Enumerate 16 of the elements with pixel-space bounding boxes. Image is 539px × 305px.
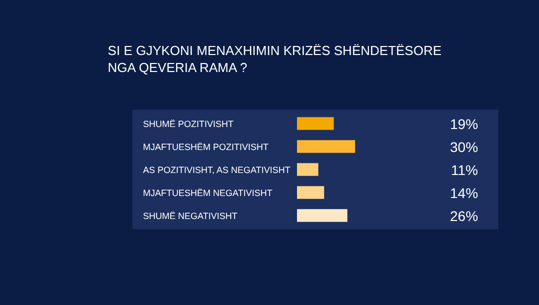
data-label: 11%	[451, 162, 478, 178]
bar	[297, 140, 356, 153]
data-label: 19%	[450, 116, 478, 132]
bar	[297, 117, 334, 130]
bar	[297, 186, 324, 199]
y-tick-label: SHUMË NEGATIVISHT	[143, 211, 238, 221]
y-tick-label: SHUMË POZITIVISHT	[143, 119, 234, 129]
data-label: 14%	[450, 185, 478, 201]
bar	[297, 163, 318, 176]
chart-title: SI E GJYKONI MENAXHIMIN KRIZËS SHËNDETËSORE NGA QEVERIA RAMA ?	[108, 42, 442, 75]
bar	[297, 209, 348, 222]
data-label: 30%	[450, 139, 478, 155]
data-label: 26%	[450, 208, 478, 224]
y-tick-label: MJAFTUESHËM NEGATIVISHT	[143, 188, 273, 198]
y-tick-label: AS POZITIVISHT, AS NEGATIVISHT	[143, 165, 291, 175]
y-tick-label: MJAFTUESHËM POZITIVISHT	[143, 142, 270, 152]
